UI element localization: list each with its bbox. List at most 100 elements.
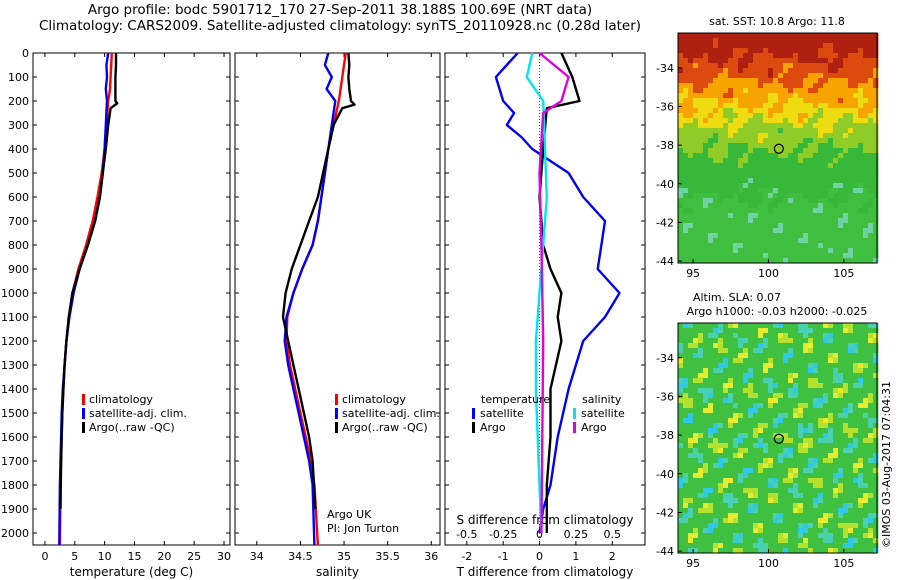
map-cell [788,108,794,114]
map-cell [738,228,744,234]
map-cell [708,158,714,164]
map-cell [798,518,804,524]
map-cell [863,503,869,509]
map-cell [748,203,754,209]
map-cell [778,433,784,439]
map-cell [833,548,839,554]
map-cell [798,328,804,334]
map-cell [863,133,869,139]
map-cell [708,248,714,254]
map-cell [683,98,689,104]
map-cell [758,538,764,544]
series-line-temperature-satellite [494,52,621,534]
map-cell [688,333,694,339]
map-cell [718,538,724,544]
map-cell [868,68,874,74]
map-cell [793,38,799,44]
map-x-tick-label: 100 [758,557,779,570]
map-cell [788,228,794,234]
map-cell [763,373,769,379]
map-cell [743,338,749,344]
map-cell [813,528,819,534]
map-cell [793,218,799,224]
map-cell [873,73,879,79]
map-cell [853,198,859,204]
map-cell [828,533,834,539]
map-cell [818,48,824,54]
y-tick-label: 1000 [1,287,29,300]
map-cell [838,333,844,339]
map-cell [698,543,704,549]
map-cell [833,543,839,549]
map-cell [698,523,704,529]
map-cell [838,528,844,534]
map-cell [853,323,859,329]
map-cell [858,513,864,519]
map-cell [768,463,774,469]
map-cell [788,183,794,189]
map-cell [848,118,854,124]
map-cell [723,463,729,469]
map-cell [788,418,794,424]
map-cell [783,188,789,194]
map-cell [873,178,879,184]
map-cell [718,328,724,334]
map-cell [803,538,809,544]
argo-location-marker [773,433,784,444]
map-cell [823,88,829,94]
map-cell [793,348,799,354]
map-cell [688,533,694,539]
map-cell [838,43,844,49]
map-cell [803,243,809,249]
map-cell [678,198,684,204]
map-cell [778,33,784,39]
map-cell [818,423,824,429]
map-cell [728,448,734,454]
map-cell [858,58,864,64]
map-cell [833,483,839,489]
map-cell [728,43,734,49]
map-cell [703,528,709,534]
map-cell [808,258,814,264]
map-cell [803,73,809,79]
map-cell [868,58,874,64]
map-cell [758,153,764,159]
map-cell [833,473,839,479]
map-cell [813,38,819,44]
map-cell [763,113,769,119]
map-cell [863,143,869,149]
map-cell [708,538,714,544]
map-cell [733,218,739,224]
map-cell [823,408,829,414]
map-cell [733,258,739,264]
map-cell [853,48,859,54]
map-cell [793,68,799,74]
map-cell [723,68,729,74]
map-cell [683,418,689,424]
map-cell [828,168,834,174]
map-cell [753,93,759,99]
map-cell [793,163,799,169]
map-cell [763,533,769,539]
map-cell [843,58,849,64]
map-cell [768,513,774,519]
map-cell [833,133,839,139]
map-cell [818,63,824,69]
map-cell [803,323,809,329]
map-cell [748,533,754,539]
map-cell [743,353,749,359]
map-cell [848,83,854,89]
map-cell [868,223,874,229]
map-cell [778,83,784,89]
map-cell [773,88,779,94]
map-cell [788,38,794,44]
map-cell [783,463,789,469]
map-cell [863,213,869,219]
map-cell [838,253,844,259]
map-cell [843,533,849,539]
map-cell [868,213,874,219]
map-cell [768,358,774,364]
map-cell [698,93,704,99]
map-cell [713,58,719,64]
map-cell [778,323,784,329]
